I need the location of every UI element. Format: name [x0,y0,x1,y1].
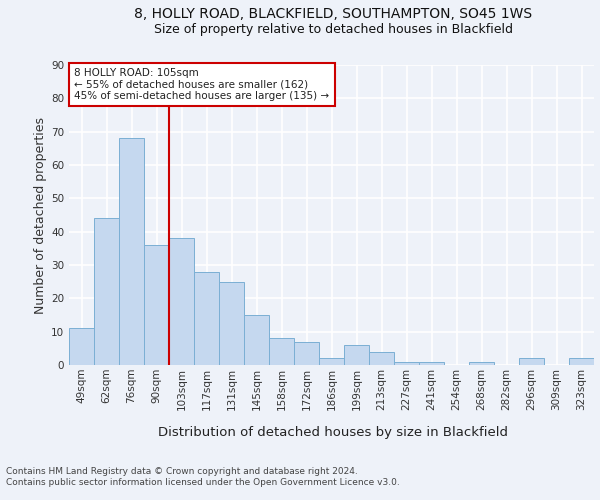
Bar [219,282,244,365]
Bar [569,358,594,365]
Text: Distribution of detached houses by size in Blackfield: Distribution of detached houses by size … [158,426,508,439]
Text: 8 HOLLY ROAD: 105sqm
← 55% of detached houses are smaller (162)
45% of semi-deta: 8 HOLLY ROAD: 105sqm ← 55% of detached h… [74,68,329,101]
Bar [194,272,219,365]
Bar [419,362,444,365]
Bar [369,352,394,365]
Bar [394,362,419,365]
Bar [244,315,269,365]
Bar [69,328,94,365]
Bar [144,245,169,365]
Bar [119,138,144,365]
Y-axis label: Number of detached properties: Number of detached properties [34,116,47,314]
Bar [294,342,319,365]
Bar [344,345,369,365]
Text: Contains HM Land Registry data © Crown copyright and database right 2024.
Contai: Contains HM Land Registry data © Crown c… [6,468,400,487]
Text: Size of property relative to detached houses in Blackfield: Size of property relative to detached ho… [154,22,512,36]
Bar [469,362,494,365]
Bar [94,218,119,365]
Bar [519,358,544,365]
Bar [269,338,294,365]
Bar [319,358,344,365]
Bar [169,238,194,365]
Text: 8, HOLLY ROAD, BLACKFIELD, SOUTHAMPTON, SO45 1WS: 8, HOLLY ROAD, BLACKFIELD, SOUTHAMPTON, … [134,8,532,22]
